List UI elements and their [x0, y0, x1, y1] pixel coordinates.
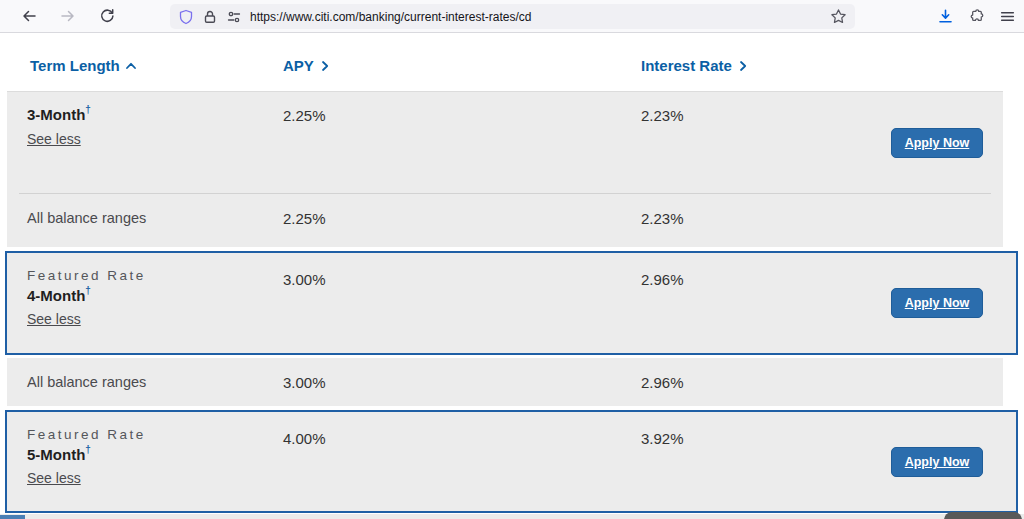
next-row-edge	[0, 514, 1024, 519]
row-divider	[19, 193, 991, 194]
chevron-right-icon	[319, 60, 331, 72]
term-length-header-label: Term Length	[30, 57, 120, 74]
forward-arrow-icon	[60, 8, 76, 24]
apply-now-button[interactable]: Apply Now	[891, 128, 983, 158]
rate-group-3-month: 3-Month† See less 2.25% 2.23% Apply Now …	[7, 91, 1003, 247]
see-less-link[interactable]: See less	[27, 311, 81, 327]
back-button[interactable]	[14, 3, 44, 29]
dagger-footnote: †	[85, 285, 91, 296]
balance-range-row: All balance ranges 3.00% 2.96%	[7, 358, 1003, 406]
featured-rate-row-4-month: Featured Rate 4-Month† See less 3.00% 2.…	[5, 251, 1018, 355]
chevron-up-icon	[125, 60, 137, 72]
address-bar[interactable]: https://www.citi.com/banking/current-int…	[170, 4, 855, 29]
lock-icon[interactable]	[202, 9, 218, 25]
interest-rate-value: 2.96%	[641, 374, 684, 391]
forward-button[interactable]	[53, 3, 83, 29]
browser-toolbar: https://www.citi.com/banking/current-int…	[0, 0, 1024, 33]
apy-value: 3.00%	[283, 374, 326, 391]
apy-value: 2.25%	[283, 210, 326, 227]
permissions-sliders-icon[interactable]	[226, 9, 242, 25]
bookmark-star-icon[interactable]	[830, 8, 847, 25]
column-header-apy[interactable]: APY	[283, 57, 331, 74]
apy-value: 3.00%	[283, 271, 326, 288]
url-text[interactable]: https://www.citi.com/banking/current-int…	[250, 10, 830, 24]
term-label: 5-Month†	[27, 445, 91, 463]
dagger-footnote: †	[85, 444, 91, 455]
apy-value: 4.00%	[283, 430, 326, 447]
see-less-link[interactable]: See less	[27, 131, 81, 147]
reload-button[interactable]	[92, 3, 122, 29]
interest-rate-value: 3.92%	[641, 430, 684, 447]
dagger-footnote: †	[85, 104, 91, 115]
shield-icon[interactable]	[178, 9, 194, 25]
term-text: 5-Month	[27, 446, 85, 463]
featured-rate-label: Featured Rate	[27, 427, 146, 442]
featured-rate-label: Featured Rate	[27, 268, 146, 283]
balance-range-label: All balance ranges	[27, 210, 146, 226]
term-label: 4-Month†	[27, 286, 91, 304]
download-icon[interactable]	[937, 8, 954, 25]
interest-rate-value: 2.23%	[641, 107, 684, 124]
reload-icon	[99, 8, 115, 24]
chevron-right-icon	[737, 60, 749, 72]
term-label: 3-Month†	[27, 105, 91, 123]
interest-rate-value: 2.23%	[641, 210, 684, 227]
interest-rate-header-label: Interest Rate	[641, 57, 732, 74]
term-text: 4-Month	[27, 287, 85, 304]
apply-now-button[interactable]: Apply Now	[891, 288, 983, 318]
partially-visible-element	[0, 515, 25, 519]
column-header-interest-rate[interactable]: Interest Rate	[641, 57, 749, 74]
menu-icon[interactable]	[999, 8, 1016, 25]
back-arrow-icon	[21, 8, 37, 24]
column-header-term-length[interactable]: Term Length	[30, 57, 137, 74]
apy-value: 2.25%	[283, 107, 326, 124]
term-text: 3-Month	[27, 106, 85, 123]
see-less-link[interactable]: See less	[27, 470, 81, 486]
featured-rate-row-5-month: Featured Rate 5-Month† See less 4.00% 3.…	[5, 410, 1018, 513]
apy-header-label: APY	[283, 57, 314, 74]
balance-range-label: All balance ranges	[27, 374, 146, 390]
extensions-puzzle-icon[interactable]	[968, 8, 985, 25]
interest-rate-value: 2.96%	[641, 271, 684, 288]
feedback-pill-partial[interactable]	[944, 512, 1022, 519]
apply-now-button[interactable]: Apply Now	[891, 447, 983, 477]
browser-window: https://www.citi.com/banking/current-int…	[0, 0, 1024, 519]
